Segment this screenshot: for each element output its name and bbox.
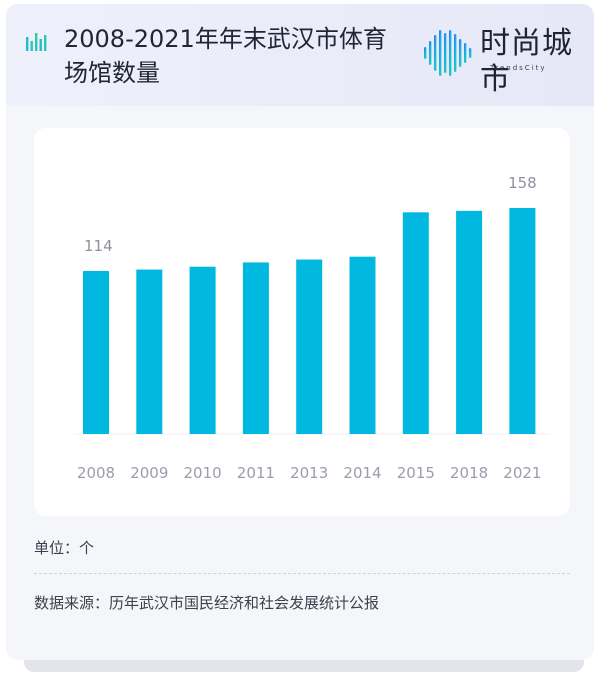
bar-2015 [402,212,429,434]
x-tick-label: 2009 [130,464,168,482]
x-tick-label: 2014 [343,464,381,482]
logo-subtext: TrendsCity [490,64,547,72]
bar-2009 [136,269,163,434]
logo-text: 时尚城市 [480,26,573,97]
x-tick-label: 2018 [450,464,488,482]
chart-title: 2008-2021年年末武汉市体育场馆数量 [64,25,387,87]
source-label: 数据来源：历年武汉市国民经济和社会发展统计公报 [34,594,380,612]
data-label-2008: 114 [84,237,113,255]
bar-chart: 2008 2009 2010 2011 2013 2014 2015 2018 2021 114 1… [74,174,550,482]
x-tick-label: 2010 [184,464,222,482]
bar-2014 [349,256,376,434]
unit-label: 单位：个 [34,539,95,557]
x-tick-label: 2008 [77,464,115,482]
data-label-2021: 158 [508,174,537,192]
card-header: 2008-2021年年末武汉市体育场馆数量 时尚城市 TrendsCity [6,4,594,106]
bar-2013 [296,259,323,434]
chart-card: 2008-2021年年末武汉市体育场馆数量 时尚城市 TrendsCity [6,4,594,660]
bar-2018 [456,210,483,434]
x-tick-label: 2013 [290,464,328,482]
x-tick-label: 2011 [237,464,275,482]
sound-wave-logo-icon [424,30,472,76]
bar-2010 [189,266,216,434]
divider [34,573,570,574]
bar-chart-icon [26,33,47,51]
x-tick-label: 2015 [397,464,435,482]
bar-2011 [242,262,269,434]
bar-2008 [83,271,109,434]
x-tick-label: 2021 [503,464,541,482]
bar-2021 [509,208,536,434]
chart-panel: 2008 2009 2010 2011 2013 2014 2015 2018 2021 114 1… [34,128,570,516]
